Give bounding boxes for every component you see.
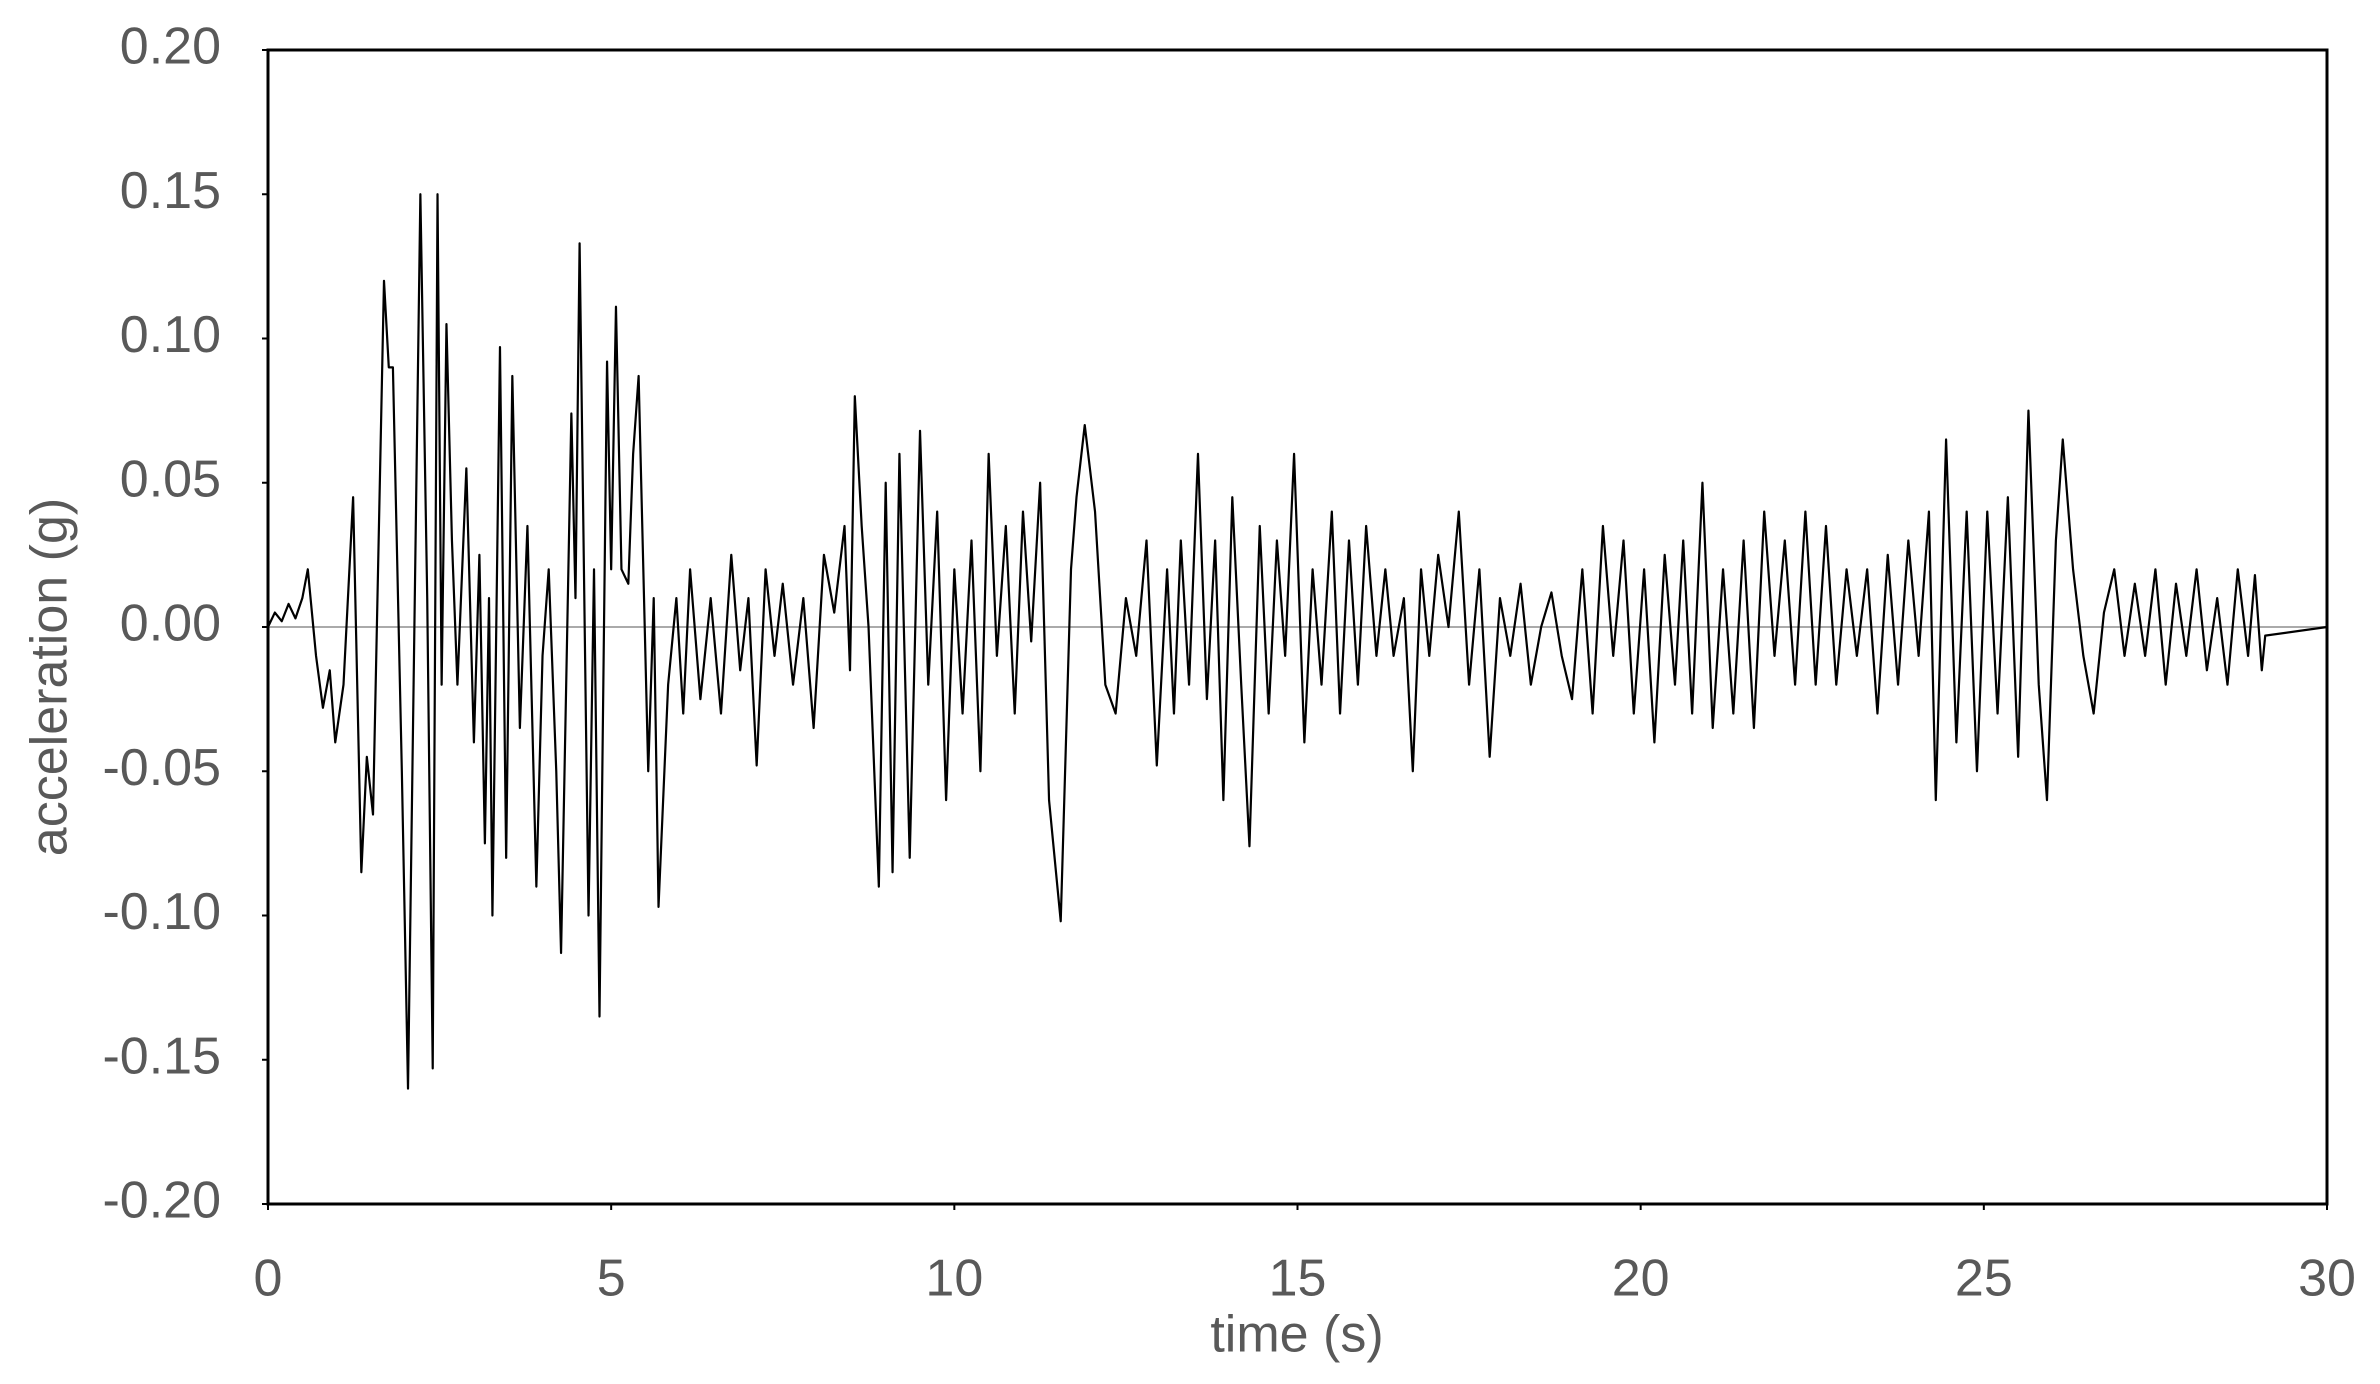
y-tick-label: 0.05 [120,450,221,508]
data-line [267,193,2328,1090]
x-tick-label: 10 [925,1250,983,1308]
x-tick-label: 30 [2298,1250,2356,1308]
y-tick-label: -0.15 [102,1027,221,1085]
x-tick-label: 5 [597,1250,626,1308]
y-tick-label: -0.20 [102,1172,221,1230]
x-tick-label: 0 [254,1250,283,1308]
y-tick-label: 0.15 [120,162,221,220]
x-tick-label: 25 [1955,1250,2013,1308]
y-tick-label: 0.00 [120,595,221,653]
y-axis-label: acceleration (g) [21,498,79,856]
y-tick-label: 0.20 [120,18,221,76]
plot-frame [266,48,2329,1206]
x-tick-label: 15 [1269,1250,1327,1308]
y-tick-label: -0.10 [102,883,221,941]
y-tick-label: 0.10 [120,306,221,364]
y-tick-label: -0.05 [102,739,221,797]
x-axis-label: time (s) [1210,1306,1383,1364]
x-tick-label: 20 [1612,1250,1670,1308]
